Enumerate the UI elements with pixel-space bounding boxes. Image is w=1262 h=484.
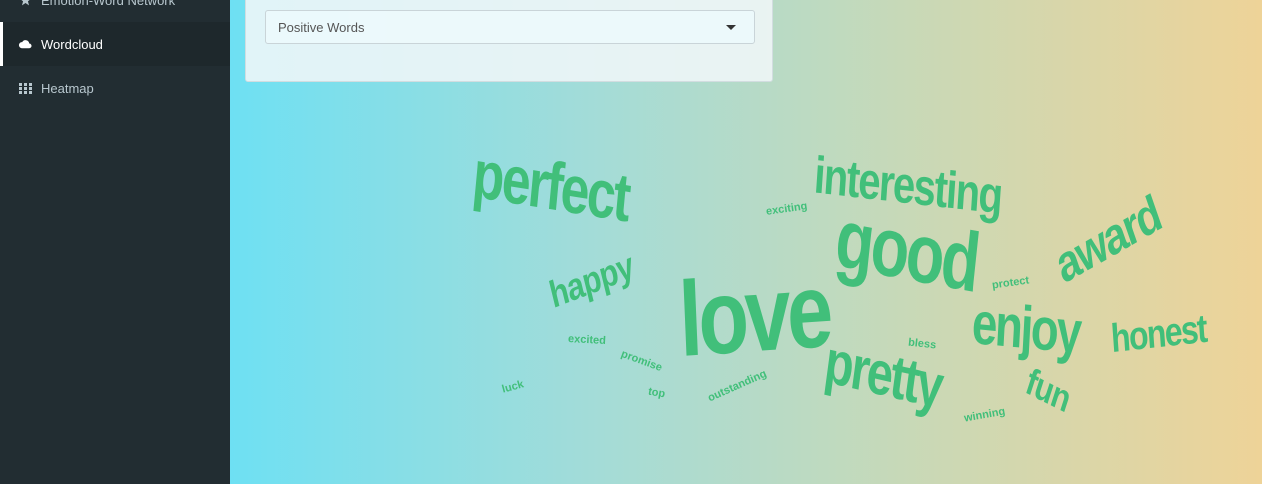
word-winning: winning (963, 405, 1007, 425)
word-fun: fun (1020, 361, 1076, 421)
word-protect: protect (991, 274, 1030, 292)
word-award: award (1048, 184, 1168, 296)
word-type-selected-value: Positive Words (278, 19, 365, 35)
grid-icon (18, 81, 32, 95)
word-perfect: perfect (469, 135, 632, 237)
sidebar: Emotion-Word Network Wordcloud (0, 0, 230, 484)
word-honest: honest (1109, 306, 1208, 362)
word-type-select[interactable]: Positive Words (265, 10, 755, 44)
word-luck: luck (500, 378, 526, 396)
word-enjoy: enjoy (970, 289, 1082, 366)
word-love: love (676, 251, 832, 379)
main-content: Positive Words love good perfect interes… (230, 0, 1262, 484)
sidebar-item-label: Wordcloud (41, 36, 103, 52)
word-promise: promise (619, 348, 664, 374)
sidebar-item-emotion-word-network[interactable]: Emotion-Word Network (0, 0, 230, 22)
word-top: top (647, 385, 667, 401)
word-excited: excited (567, 333, 607, 347)
sidebar-item-heatmap[interactable]: Heatmap (0, 66, 230, 110)
word-happy: happy (545, 245, 638, 317)
chevron-down-icon (726, 25, 736, 30)
word-exciting: exciting (765, 200, 809, 218)
sidebar-item-label: Emotion-Word Network (41, 0, 176, 8)
sidebar-item-label: Heatmap (41, 80, 94, 96)
filter-panel: Positive Words (245, 0, 773, 82)
wordcloud: love good perfect interesting pretty enj… (230, 0, 1262, 484)
cloud-icon (18, 37, 32, 51)
star-icon (18, 0, 32, 7)
sidebar-item-wordcloud[interactable]: Wordcloud (0, 22, 230, 66)
